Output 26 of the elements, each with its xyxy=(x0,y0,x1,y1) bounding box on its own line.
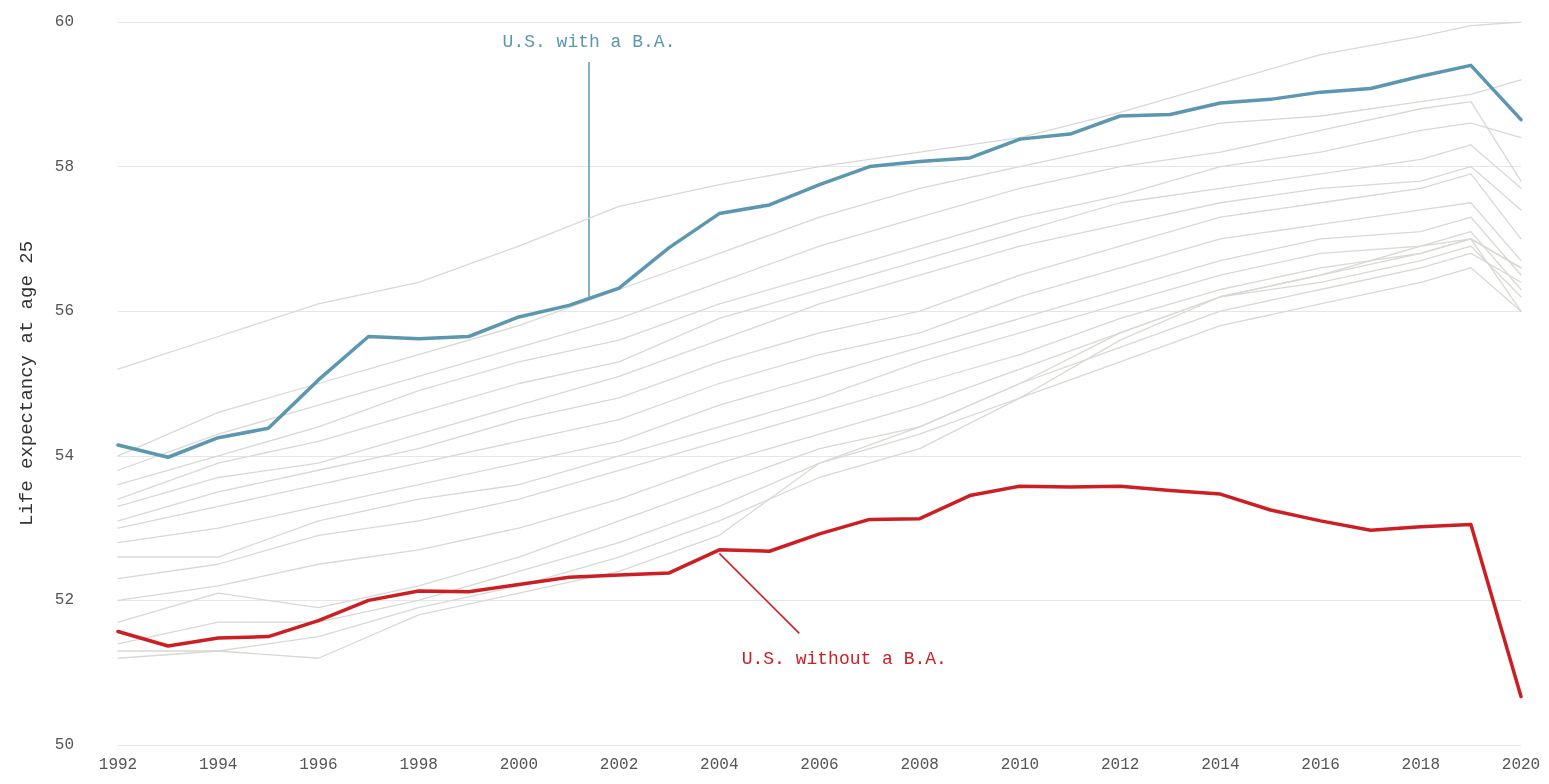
y-tick-label: 60 xyxy=(54,13,74,31)
x-tick-label: 2020 xyxy=(1501,756,1541,774)
x-tick-label: 2018 xyxy=(1401,756,1440,774)
line-series xyxy=(117,21,1522,370)
y-tick-label: 58 xyxy=(54,157,74,176)
x-tick-label: 2000 xyxy=(499,756,539,774)
x-tick-label: 2002 xyxy=(599,756,639,774)
annotation: U.S. without a B.A. xyxy=(741,649,947,670)
y-axis-title: Life expectancy at age 25 xyxy=(15,240,38,527)
x-tick-label: 1994 xyxy=(199,756,238,774)
y-tick-label: 50 xyxy=(54,736,74,754)
x-tick-label: 1998 xyxy=(399,756,438,774)
x-tick-label: 1996 xyxy=(299,756,338,774)
x-tick-label: 1992 xyxy=(98,756,138,774)
x-tick-label: 2016 xyxy=(1301,756,1340,774)
x-tick-label: 2014 xyxy=(1201,756,1240,774)
x-tick-label: 2012 xyxy=(1100,756,1140,774)
y-tick-label: 52 xyxy=(54,591,74,610)
y-tick-label: 56 xyxy=(54,302,74,321)
x-tick-label: 2006 xyxy=(800,756,839,774)
x-tick-label: 2008 xyxy=(900,756,939,774)
annotation: U.S. with a B.A. xyxy=(502,32,676,52)
x-tick-label: 2010 xyxy=(1000,756,1040,774)
x-tick-label: 2004 xyxy=(700,756,739,774)
y-tick-label: 54 xyxy=(54,446,74,465)
line-series xyxy=(116,484,1523,699)
